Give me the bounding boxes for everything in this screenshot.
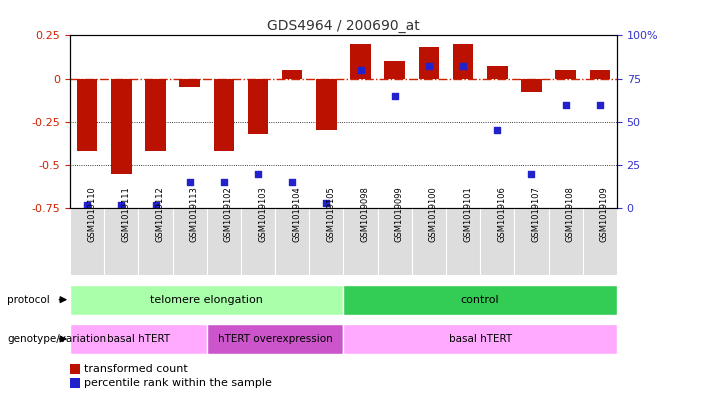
Point bbox=[184, 179, 196, 185]
Bar bbox=[241, 208, 275, 275]
Bar bbox=[70, 364, 80, 374]
Bar bbox=[139, 208, 172, 275]
Point bbox=[491, 127, 503, 134]
Bar bbox=[343, 324, 617, 354]
Text: GSM1019103: GSM1019103 bbox=[258, 186, 267, 242]
Text: protocol: protocol bbox=[7, 295, 50, 305]
Text: GSM1019111: GSM1019111 bbox=[121, 186, 130, 242]
Bar bbox=[275, 208, 309, 275]
Text: hTERT overexpression: hTERT overexpression bbox=[218, 334, 332, 344]
Text: GSM1019112: GSM1019112 bbox=[156, 186, 165, 242]
Bar bbox=[418, 48, 439, 79]
Point bbox=[252, 171, 264, 177]
Text: GSM1019106: GSM1019106 bbox=[497, 186, 506, 242]
Bar bbox=[316, 79, 336, 130]
Text: genotype/variation: genotype/variation bbox=[7, 334, 106, 344]
Bar bbox=[70, 324, 207, 354]
Bar bbox=[521, 79, 542, 92]
Bar bbox=[282, 70, 303, 79]
Point bbox=[355, 67, 366, 73]
Point bbox=[150, 202, 161, 208]
Text: GSM1019110: GSM1019110 bbox=[87, 186, 96, 242]
Text: basal hTERT: basal hTERT bbox=[107, 334, 170, 344]
Point bbox=[526, 171, 537, 177]
Text: GSM1019102: GSM1019102 bbox=[224, 186, 233, 242]
Bar bbox=[384, 61, 405, 79]
Text: basal hTERT: basal hTERT bbox=[449, 334, 512, 344]
Bar bbox=[590, 70, 610, 79]
Text: GSM1019109: GSM1019109 bbox=[600, 186, 608, 242]
Text: GSM1019113: GSM1019113 bbox=[190, 186, 198, 242]
Point bbox=[218, 179, 229, 185]
Text: GSM1019108: GSM1019108 bbox=[566, 186, 575, 242]
Bar bbox=[179, 79, 200, 87]
Text: GSM1019100: GSM1019100 bbox=[429, 186, 438, 242]
Text: telomere elongation: telomere elongation bbox=[150, 295, 264, 305]
Bar bbox=[70, 285, 343, 315]
Point bbox=[287, 179, 298, 185]
Bar bbox=[453, 44, 473, 79]
Text: GSM1019104: GSM1019104 bbox=[292, 186, 301, 242]
Bar bbox=[480, 208, 515, 275]
Text: GSM1019099: GSM1019099 bbox=[395, 186, 404, 242]
Bar bbox=[145, 79, 165, 151]
Bar bbox=[378, 208, 412, 275]
Bar bbox=[70, 208, 104, 275]
Title: GDS4964 / 200690_at: GDS4964 / 200690_at bbox=[267, 19, 420, 33]
Point bbox=[389, 93, 400, 99]
Bar bbox=[515, 208, 549, 275]
Bar bbox=[583, 208, 617, 275]
Point bbox=[458, 63, 469, 70]
Bar bbox=[555, 70, 576, 79]
Point bbox=[560, 101, 571, 108]
Bar bbox=[214, 79, 234, 151]
Text: percentile rank within the sample: percentile rank within the sample bbox=[84, 378, 272, 388]
Text: transformed count: transformed count bbox=[84, 364, 188, 374]
Bar bbox=[309, 208, 343, 275]
Text: control: control bbox=[461, 295, 500, 305]
Bar bbox=[104, 208, 138, 275]
Text: GSM1019107: GSM1019107 bbox=[531, 186, 540, 242]
Bar bbox=[343, 285, 617, 315]
Point bbox=[423, 63, 435, 70]
Bar bbox=[70, 378, 80, 387]
Bar bbox=[412, 208, 446, 275]
Point bbox=[594, 101, 606, 108]
Text: GSM1019101: GSM1019101 bbox=[463, 186, 472, 242]
Bar bbox=[207, 324, 343, 354]
Bar bbox=[487, 66, 508, 79]
Bar bbox=[343, 208, 378, 275]
Bar bbox=[207, 208, 241, 275]
Bar bbox=[446, 208, 480, 275]
Bar bbox=[77, 79, 97, 151]
Point bbox=[81, 202, 93, 208]
Point bbox=[321, 200, 332, 206]
Bar bbox=[111, 79, 132, 174]
Bar bbox=[350, 44, 371, 79]
Point bbox=[116, 202, 127, 208]
Text: GSM1019098: GSM1019098 bbox=[360, 186, 369, 242]
Bar bbox=[549, 208, 583, 275]
Text: GSM1019105: GSM1019105 bbox=[327, 186, 335, 242]
Bar bbox=[172, 208, 207, 275]
Bar bbox=[248, 79, 268, 134]
